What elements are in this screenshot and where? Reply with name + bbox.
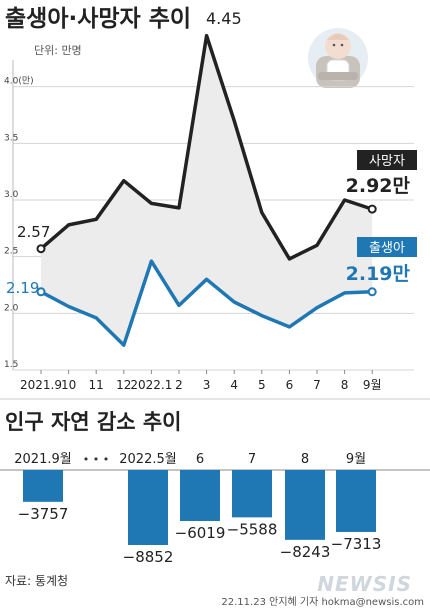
unit-label: 단위: 만명 (34, 44, 82, 57)
deaths-peak-label: 4.45 (206, 9, 242, 28)
bar (232, 470, 272, 518)
bar-value-label: −3757 (18, 505, 69, 523)
deaths-point (367, 204, 377, 214)
bar-chart-title: 인구 자연 감소 추이 (5, 410, 182, 434)
deaths-start-label: 2.57 (17, 223, 50, 241)
bar-gap-ellipsis: • • • (83, 453, 109, 466)
deaths-point (36, 244, 46, 254)
source-label: 자료: 통계청 (5, 574, 68, 588)
x-tick-label: 11 (89, 378, 104, 392)
bar-value-label: −7313 (331, 535, 382, 553)
births-start-label: 2.19 (6, 279, 39, 297)
births-legend-box (357, 237, 417, 257)
births-line (40, 259, 373, 347)
y-tick-label: 2.5 (4, 247, 18, 257)
births-point (36, 287, 46, 297)
y-tick-label: 3.5 (4, 133, 18, 143)
births-end-label: 2.19만 (346, 263, 411, 285)
bar-category-label: 6 (196, 452, 204, 467)
bar-value-label: −8243 (280, 543, 331, 561)
bar (23, 470, 63, 502)
series-lines (39, 33, 373, 347)
bar-category-label: 8 (301, 452, 309, 467)
deaths-end-label: 2.92만 (346, 175, 411, 197)
bar-category-label: 9월 (346, 452, 366, 467)
line-chart-title: 출생아·사망자 추이 (5, 6, 191, 32)
y-tick-label: 1.5 (4, 360, 18, 370)
x-tick-label: 10 (61, 378, 76, 392)
series-points (36, 204, 377, 297)
deaths-line (39, 33, 373, 261)
x-tick-label: 12 (116, 378, 131, 392)
births-legend-label: 출생아 (369, 241, 405, 256)
y-tick-label: 4.0(만) (4, 76, 34, 87)
bar-chart-plot: 2021.9월 −3757 2022.5월 −8852 6 −6019 7 −5588 8 −82… (0, 452, 430, 566)
births-point (367, 287, 377, 297)
baby-icon (308, 28, 368, 88)
gap-fill (41, 35, 373, 346)
bar-category-label: 2021.9월 (14, 452, 71, 467)
bar (128, 470, 168, 545)
credit-line: 22.11.23 안지혜 기자 hokma@newsis.com (221, 596, 424, 608)
bar-value-label: −6019 (175, 524, 226, 542)
bar (336, 470, 376, 532)
newsis-watermark: NEWSIS (317, 572, 412, 596)
x-tick-label: 4 (230, 378, 238, 392)
bar (285, 470, 325, 540)
x-tick-label: 9월 (363, 378, 382, 392)
x-tick-label: 6 (286, 378, 294, 392)
x-tick-label: 3 (203, 378, 211, 392)
x-tick-label: 5 (258, 378, 266, 392)
bar-category-label: 7 (248, 452, 256, 467)
x-tick-label: 7 (313, 378, 321, 392)
x-tick-label: 8 (341, 378, 349, 392)
y-axis-ticks: 1.5 2.0 2.5 3.0 3.5 4.0(만) (4, 76, 34, 370)
bar-value-label: −5588 (227, 520, 278, 538)
y-tick-label: 3.0 (4, 190, 19, 200)
bar-category-label: 2022.5월 (119, 452, 176, 467)
x-tick-label: 2022.1 (130, 378, 172, 392)
deaths-legend-box (357, 150, 417, 170)
bar (180, 470, 220, 521)
plot-area: 1.5 2.0 2.5 3.0 3.5 4.0(만) 2021.910 11 122022.1… (4, 33, 414, 392)
x-tick-label: 2021.9 (20, 378, 62, 392)
deaths-legend-label: 사망자 (369, 154, 405, 169)
bar-value-label: −8852 (123, 548, 174, 566)
y-tick-label: 2.0 (4, 303, 19, 313)
x-tick-label: 2 (175, 378, 183, 392)
